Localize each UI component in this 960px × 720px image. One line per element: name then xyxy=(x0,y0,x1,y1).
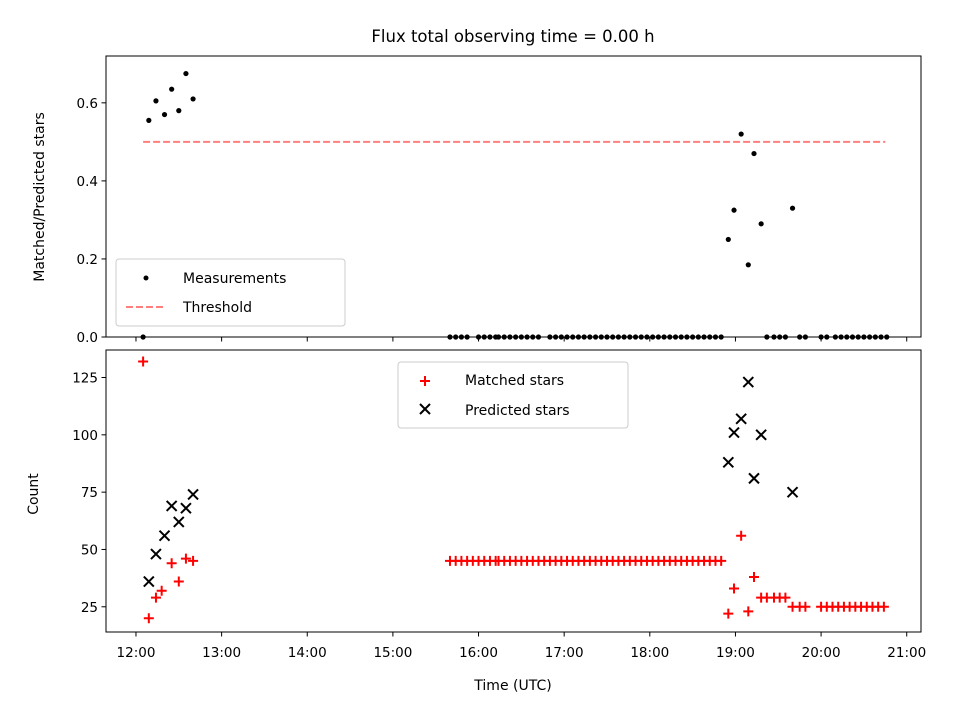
legend-threshold-label: Threshold xyxy=(182,300,252,316)
matched-star-point xyxy=(878,601,889,612)
top-panel: 0.0 0.2 0.4 0.6 Matched/Predicted stars Mea… xyxy=(32,55,922,346)
top-legend: Measurements Threshold xyxy=(115,258,346,327)
x-tick-label: 16:00 xyxy=(459,645,498,661)
bottom-y-tick-label: 25 xyxy=(81,600,98,616)
bottom-data-layer xyxy=(138,356,889,624)
matched-star-point xyxy=(743,606,754,617)
predicted-star-point xyxy=(173,516,185,528)
measurement-point xyxy=(751,150,757,157)
chart-title: Flux total observing time = 0.00 h xyxy=(371,27,654,46)
matched-star-point xyxy=(173,576,184,587)
matched-star-point xyxy=(800,601,811,612)
bottom-y-axis-label: Count xyxy=(26,473,42,515)
matched-star-point xyxy=(749,571,760,582)
bottom-y-tick-label: 125 xyxy=(72,371,98,387)
bottom-y-tick-label: 100 xyxy=(72,428,98,444)
x-tick-label: 14:00 xyxy=(288,645,327,661)
predicted-star-point xyxy=(187,488,199,501)
predicted-star-point xyxy=(742,376,755,388)
legend-predicted-marker xyxy=(419,403,431,415)
bottom-axes-frame xyxy=(105,349,922,633)
top-y-tick-label: 0.2 xyxy=(77,252,98,268)
x-tick-label: 13:00 xyxy=(202,645,241,661)
matched-star-point xyxy=(143,613,154,624)
predicted-star-point xyxy=(786,486,799,498)
matched-star-point xyxy=(780,592,791,603)
measurement-point xyxy=(758,221,764,227)
top-axis-ticks: 0.0 0.2 0.4 0.6 xyxy=(77,96,908,346)
measurement-point xyxy=(161,111,168,118)
legend-measurements-marker xyxy=(143,275,149,281)
matched-star-point xyxy=(156,585,167,596)
predicted-star-point xyxy=(728,426,740,439)
bottom-y-tick-label: 75 xyxy=(81,485,98,501)
measurement-point xyxy=(745,262,751,268)
bottom-panel: 12:00 13:00 14:00 15:00 16:00 17:00 18:00 19:00… xyxy=(26,349,926,694)
x-tick-label: 17:00 xyxy=(545,645,584,661)
predicted-star-point xyxy=(755,429,767,441)
top-y-tick-label: 0.6 xyxy=(77,96,98,112)
measurement-point xyxy=(190,96,196,102)
predicted-star-point xyxy=(143,575,155,588)
matched-star-point xyxy=(716,555,727,566)
predicted-star-point xyxy=(180,502,192,514)
bottom-legend: Matched stars Predicted stars xyxy=(397,361,629,429)
top-y-tick-label: 0.0 xyxy=(77,330,98,346)
bottom-legend-box xyxy=(397,361,629,429)
x-tick-label: 19:00 xyxy=(716,645,755,661)
legend-matched-marker xyxy=(420,376,430,386)
x-tick-label: 21:00 xyxy=(887,645,926,661)
top-axes-frame xyxy=(105,55,922,338)
matched-star-point xyxy=(188,555,199,566)
top-y-tick-label: 0.4 xyxy=(77,174,98,190)
matched-star-point xyxy=(138,356,149,367)
measurement-point xyxy=(789,205,796,211)
x-tick-label: 12:00 xyxy=(117,645,156,661)
measurement-point xyxy=(169,86,175,92)
measurement-point xyxy=(153,98,159,104)
legend-matched-label: Matched stars xyxy=(465,373,564,389)
measurement-point xyxy=(146,117,152,123)
legend-measurements-label: Measurements xyxy=(183,271,286,287)
predicted-star-point xyxy=(748,472,760,485)
measurement-point xyxy=(183,70,189,77)
matched-star-point xyxy=(729,583,740,594)
top-y-axis-label: Matched/Predicted stars xyxy=(32,112,48,282)
matched-star-point xyxy=(723,608,734,619)
predicted-star-point xyxy=(158,529,171,542)
predicted-star-point xyxy=(735,413,747,425)
bottom-axis-ticks: 12:00 13:00 14:00 15:00 16:00 17:00 18:00 19:00… xyxy=(72,371,926,661)
legend-predicted-label: Predicted stars xyxy=(465,403,570,419)
predicted-star-point xyxy=(722,456,735,469)
matched-star-point xyxy=(736,530,747,541)
x-tick-label: 20:00 xyxy=(802,645,841,661)
x-axis-label: Time (UTC) xyxy=(473,678,551,694)
matched-star-point xyxy=(166,558,177,569)
x-tick-label: 15:00 xyxy=(373,645,412,661)
x-tick-label: 18:00 xyxy=(630,645,669,661)
predicted-star-point xyxy=(165,500,178,512)
measurement-point xyxy=(738,131,744,137)
bottom-y-tick-label: 50 xyxy=(81,542,98,558)
predicted-star-point xyxy=(150,548,162,560)
matched-star-point xyxy=(180,553,191,564)
matched-star-point xyxy=(150,592,161,603)
top-legend-box xyxy=(115,258,346,327)
measurement-point xyxy=(731,207,737,213)
measurement-point xyxy=(176,108,182,114)
measurement-point xyxy=(725,236,731,243)
